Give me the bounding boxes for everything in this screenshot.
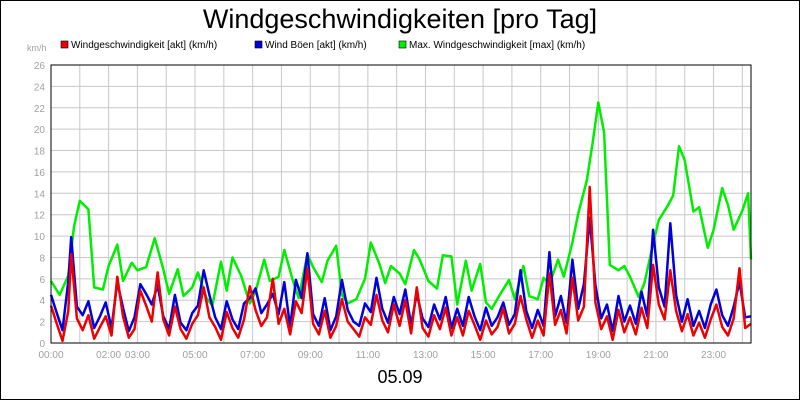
y-tick-label: 16 bbox=[34, 168, 46, 179]
legend-label: Max. Windgeschwindigkeit [max] (km/h) bbox=[409, 40, 585, 51]
legend-item: Windgeschwindigkeit [akt] (km/h) bbox=[60, 40, 217, 51]
y-tick-label: 4 bbox=[39, 296, 45, 307]
legend-item: Max. Windgeschwindigkeit [max] (km/h) bbox=[398, 40, 585, 51]
y-tick-label: 14 bbox=[34, 189, 46, 200]
y-tick-label: 24 bbox=[34, 82, 46, 93]
series-line-2 bbox=[49, 185, 752, 343]
x-tick-label: 17:00 bbox=[528, 350, 553, 361]
y-tick-label: 20 bbox=[34, 125, 46, 136]
chart-title: Windgeschwindigkeiten [pro Tag] bbox=[202, 4, 598, 34]
x-axis-ticks: 00:00 02:00 03:00 05:00 07:00 09:00 11:00 13:00… bbox=[38, 350, 726, 361]
x-tick-label: 15:00 bbox=[471, 350, 496, 361]
series-line-1 bbox=[49, 216, 752, 333]
legend-swatch bbox=[60, 40, 69, 49]
plot-area bbox=[50, 64, 752, 344]
x-tick-label: 19:00 bbox=[586, 350, 611, 361]
y-tick-label: 8 bbox=[39, 253, 45, 264]
legend-label: Windgeschwindigkeit [akt] (km/h) bbox=[71, 40, 217, 51]
y-tick-label: 2 bbox=[39, 318, 45, 329]
x-tick-label: 09:00 bbox=[298, 350, 323, 361]
legend: Windgeschwindigkeit [akt] (km/h) Wind Böe… bbox=[60, 40, 585, 51]
legend-label: Wind Böen [akt] (km/h) bbox=[265, 40, 367, 51]
x-tick-label: 11:00 bbox=[356, 350, 381, 361]
x-tick-label: 02:00 bbox=[96, 350, 121, 361]
series-lines bbox=[49, 101, 753, 343]
series-line-0 bbox=[49, 101, 753, 311]
y-tick-label: 18 bbox=[34, 147, 46, 158]
legend-swatch bbox=[398, 40, 407, 49]
y-tick-label: 10 bbox=[34, 232, 46, 243]
y-tick-label: 22 bbox=[34, 104, 46, 115]
x-tick-label: 07:00 bbox=[240, 350, 265, 361]
legend-item: Wind Böen [akt] (km/h) bbox=[254, 40, 367, 51]
x-tick-label: 03:00 bbox=[125, 350, 150, 361]
x-tick-label: 05:00 bbox=[183, 350, 208, 361]
y-tick-label: 6 bbox=[39, 275, 45, 286]
grid-lines bbox=[51, 64, 751, 344]
x-tick-label: 23:00 bbox=[701, 350, 726, 361]
y-tick-label: 0 bbox=[39, 339, 45, 350]
x-tick-label: 13:00 bbox=[413, 350, 438, 361]
date-label: 05.09 bbox=[377, 367, 423, 387]
y-tick-label: 26 bbox=[34, 61, 46, 72]
x-tick-label: 21:00 bbox=[643, 350, 668, 361]
legend-swatch bbox=[254, 40, 263, 49]
y-tick-label: 12 bbox=[34, 211, 46, 222]
x-tick-label: 00:00 bbox=[38, 350, 63, 361]
y-axis-unit-label: km/h bbox=[27, 43, 47, 53]
